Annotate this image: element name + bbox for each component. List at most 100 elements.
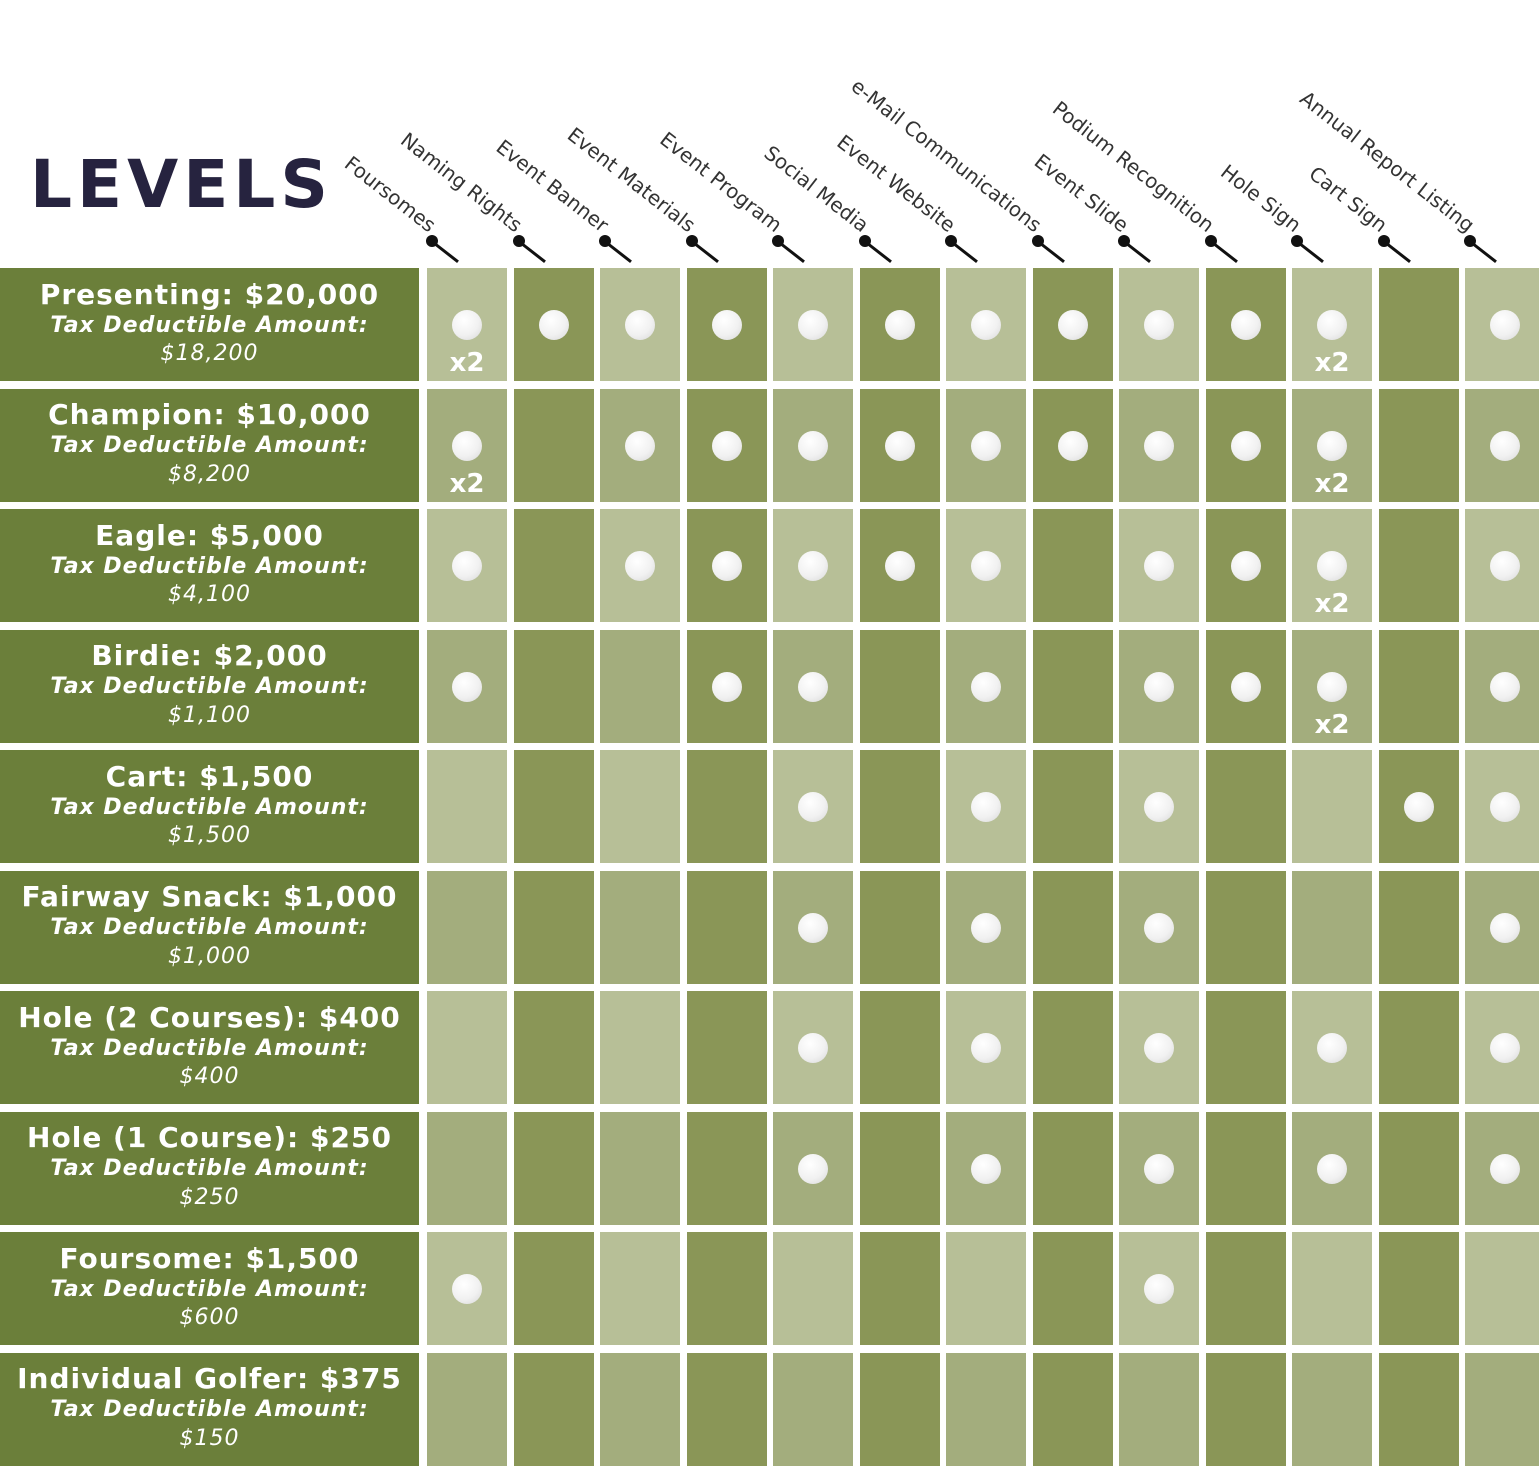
golf-ball-icon: [711, 551, 742, 581]
golf-ball-icon: [1317, 671, 1347, 702]
level-row-label: Individual Golfer: $375 Tax Deductible Am…: [0, 1352, 419, 1466]
golf-ball-icon: [1144, 310, 1174, 340]
benefit-cell: [1465, 870, 1539, 984]
pin-dot-icon: [1118, 235, 1130, 247]
benefit-cell: [686, 1232, 767, 1345]
benefit-cell: [1205, 870, 1286, 984]
benefit-cell: [1032, 1111, 1113, 1225]
golf-ball-icon: [1057, 310, 1088, 340]
benefit-cell: [600, 629, 680, 743]
golf-ball-icon: [1144, 671, 1174, 702]
benefit-cell: [1378, 509, 1459, 622]
benefit-cell: [1465, 991, 1539, 1104]
level-row-label: Foursome: $1,500 Tax Deductible Amount: $6…: [0, 1232, 419, 1345]
benefit-cell: [773, 991, 853, 1104]
benefit-cell: [513, 629, 594, 743]
benefit-cell: [1465, 388, 1539, 502]
benefit-cell: [1292, 750, 1372, 863]
benefit-cell: [427, 1111, 507, 1225]
benefit-cell: [1205, 509, 1286, 622]
golf-ball-icon: [1144, 430, 1174, 461]
golf-ball-icon: [1230, 671, 1261, 702]
golf-ball-icon: [798, 671, 828, 702]
benefit-cell: [1465, 268, 1539, 381]
benefit-cell: [859, 268, 940, 381]
benefit-cell: [600, 509, 680, 622]
tax-deductible-label: Tax Deductible Amount:: [50, 433, 369, 459]
benefit-cell: [513, 750, 594, 863]
benefit-cell: [1205, 388, 1286, 502]
golf-ball-icon: [971, 310, 1001, 340]
benefit-cell: [859, 629, 940, 743]
golf-ball-icon: [1144, 792, 1174, 822]
golf-ball-icon: [798, 551, 828, 581]
benefit-cell: [1465, 1352, 1539, 1466]
tax-deductible-amount: $1,000: [168, 943, 251, 969]
benefit-cell: [427, 629, 507, 743]
benefit-cell: x2: [427, 388, 507, 502]
level-name: Birdie: $2,000: [91, 639, 328, 673]
tax-deductible-label: Tax Deductible Amount:: [50, 1397, 369, 1423]
tax-deductible-label: Tax Deductible Amount:: [50, 1156, 369, 1182]
benefit-cell: [600, 388, 680, 502]
benefit-cell: [1205, 991, 1286, 1104]
benefit-cell: [859, 1232, 940, 1345]
benefit-cell: [946, 268, 1026, 381]
tax-deductible-amount: $400: [179, 1064, 240, 1090]
benefit-cell: [946, 1232, 1026, 1345]
level-name: Presenting: $20,000: [39, 277, 380, 311]
benefit-cell: [1119, 1352, 1199, 1466]
benefit-cell: [1465, 629, 1539, 743]
level-name: Hole (1 Course): $250: [27, 1121, 392, 1155]
benefit-cell: [513, 1352, 594, 1466]
tax-deductible-amount: $250: [179, 1184, 240, 1210]
pin-dot-icon: [599, 235, 611, 247]
golf-ball-icon: [1317, 551, 1347, 581]
benefit-cell: [686, 750, 767, 863]
benefit-cell: [1032, 991, 1113, 1104]
golf-ball-icon: [971, 551, 1001, 581]
level-row-label: Champion: $10,000 Tax Deductible Amount: $…: [0, 388, 419, 502]
benefit-cell: [1119, 1111, 1199, 1225]
benefit-cell: [946, 870, 1026, 984]
benefit-cell: [686, 991, 767, 1104]
benefit-cell: [859, 509, 940, 622]
golf-ball-icon: [452, 430, 482, 461]
golf-ball-icon: [884, 430, 915, 461]
golf-ball-icon: [538, 310, 569, 340]
pin-dot-icon: [1464, 235, 1476, 247]
golf-ball-icon: [1144, 551, 1174, 581]
benefit-cell: [1205, 750, 1286, 863]
benefit-cell: [773, 629, 853, 743]
pin-dot-icon: [945, 235, 957, 247]
level-row-label: Eagle: $5,000 Tax Deductible Amount: $4,10…: [0, 509, 419, 622]
benefit-cell: [946, 1352, 1026, 1466]
tax-deductible-label: Tax Deductible Amount:: [50, 915, 369, 941]
benefit-cell: [1119, 509, 1199, 622]
benefit-cell: [1465, 1111, 1539, 1225]
benefit-cell: [686, 509, 767, 622]
tax-deductible-amount: $1,500: [168, 823, 251, 849]
benefit-cell: [1032, 1232, 1113, 1345]
benefit-cell: [600, 1232, 680, 1345]
benefit-cell: [946, 509, 1026, 622]
benefit-cell: [1465, 509, 1539, 622]
benefit-cell: [1378, 1232, 1459, 1345]
golf-ball-icon: [711, 671, 742, 702]
benefit-cell: [600, 991, 680, 1104]
golf-ball-icon: [1490, 551, 1520, 581]
tax-deductible-label: Tax Deductible Amount:: [50, 1276, 369, 1302]
benefit-cell: [1292, 1111, 1372, 1225]
benefit-cell: [1205, 268, 1286, 381]
golf-ball-icon: [798, 792, 828, 822]
benefit-cell: [686, 1111, 767, 1225]
benefit-cell: [946, 1111, 1026, 1225]
benefit-cell: x2: [1292, 388, 1372, 502]
level-name: Hole (2 Courses): $400: [18, 1000, 401, 1034]
benefit-cell: [1119, 750, 1199, 863]
golf-ball-icon: [1490, 1153, 1520, 1184]
benefit-cell: [1205, 1232, 1286, 1345]
benefit-cell: [1292, 870, 1372, 984]
benefit-cell: [600, 750, 680, 863]
golf-ball-icon: [625, 551, 655, 581]
